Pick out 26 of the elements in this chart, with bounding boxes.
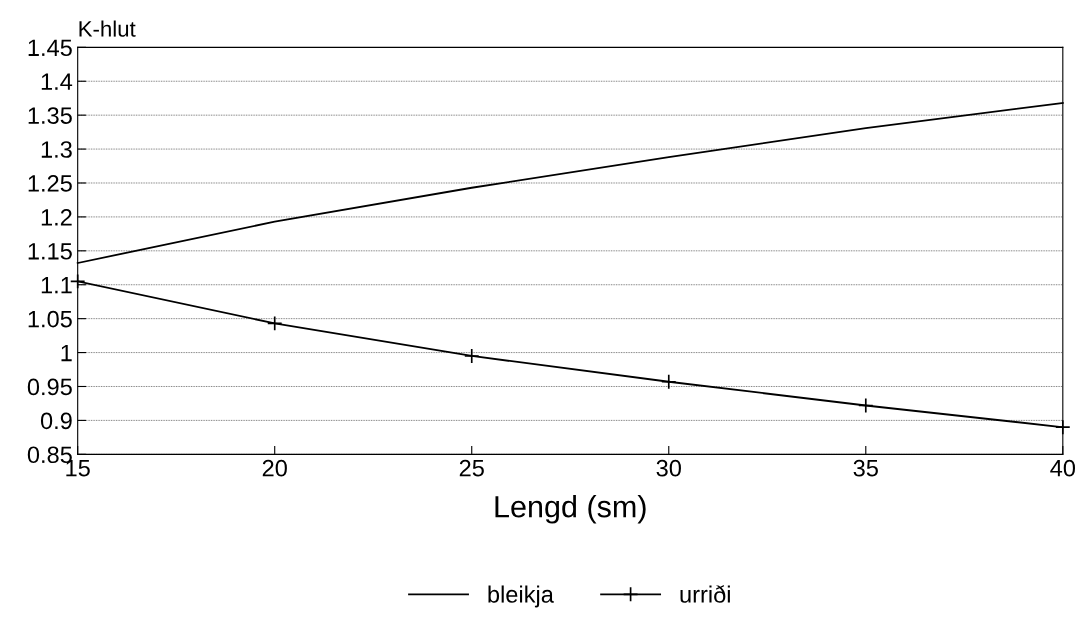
y-tick-label: 1.05	[28, 310, 72, 328]
legend-label: bleikja	[488, 585, 554, 608]
y-tick-label: 1	[61, 344, 72, 362]
legend-label: urriði	[680, 585, 730, 603]
y-tick-label: 1.25	[28, 175, 72, 192]
x-tick-label: 25	[459, 459, 484, 477]
y-tick-label: 0.9	[40, 412, 72, 430]
x-axis-title: Lengd (sm)	[495, 495, 646, 524]
y-axis-title: K-hlut	[79, 20, 136, 37]
y-tick-label: 1.4	[41, 73, 73, 90]
x-tick-label: 20	[262, 459, 287, 477]
y-tick-label: 1.3	[41, 141, 72, 158]
y-tick-label: 1.45	[28, 39, 72, 57]
y-tick-label: 1.15	[28, 243, 72, 260]
y-tick-label: 1.1	[41, 277, 72, 294]
point	[858, 397, 874, 414]
y-tick-label: 0.95	[27, 378, 72, 396]
point	[1055, 419, 1071, 435]
x-tick-label: 35	[853, 459, 878, 477]
y-tick-label: 1.2	[41, 208, 72, 226]
point	[463, 348, 480, 364]
point	[266, 315, 283, 332]
y-tick-label: 1.35	[28, 107, 72, 124]
x-tick-label: 40	[1050, 459, 1076, 477]
x-tick-label: 30	[656, 459, 681, 477]
point	[660, 373, 677, 390]
